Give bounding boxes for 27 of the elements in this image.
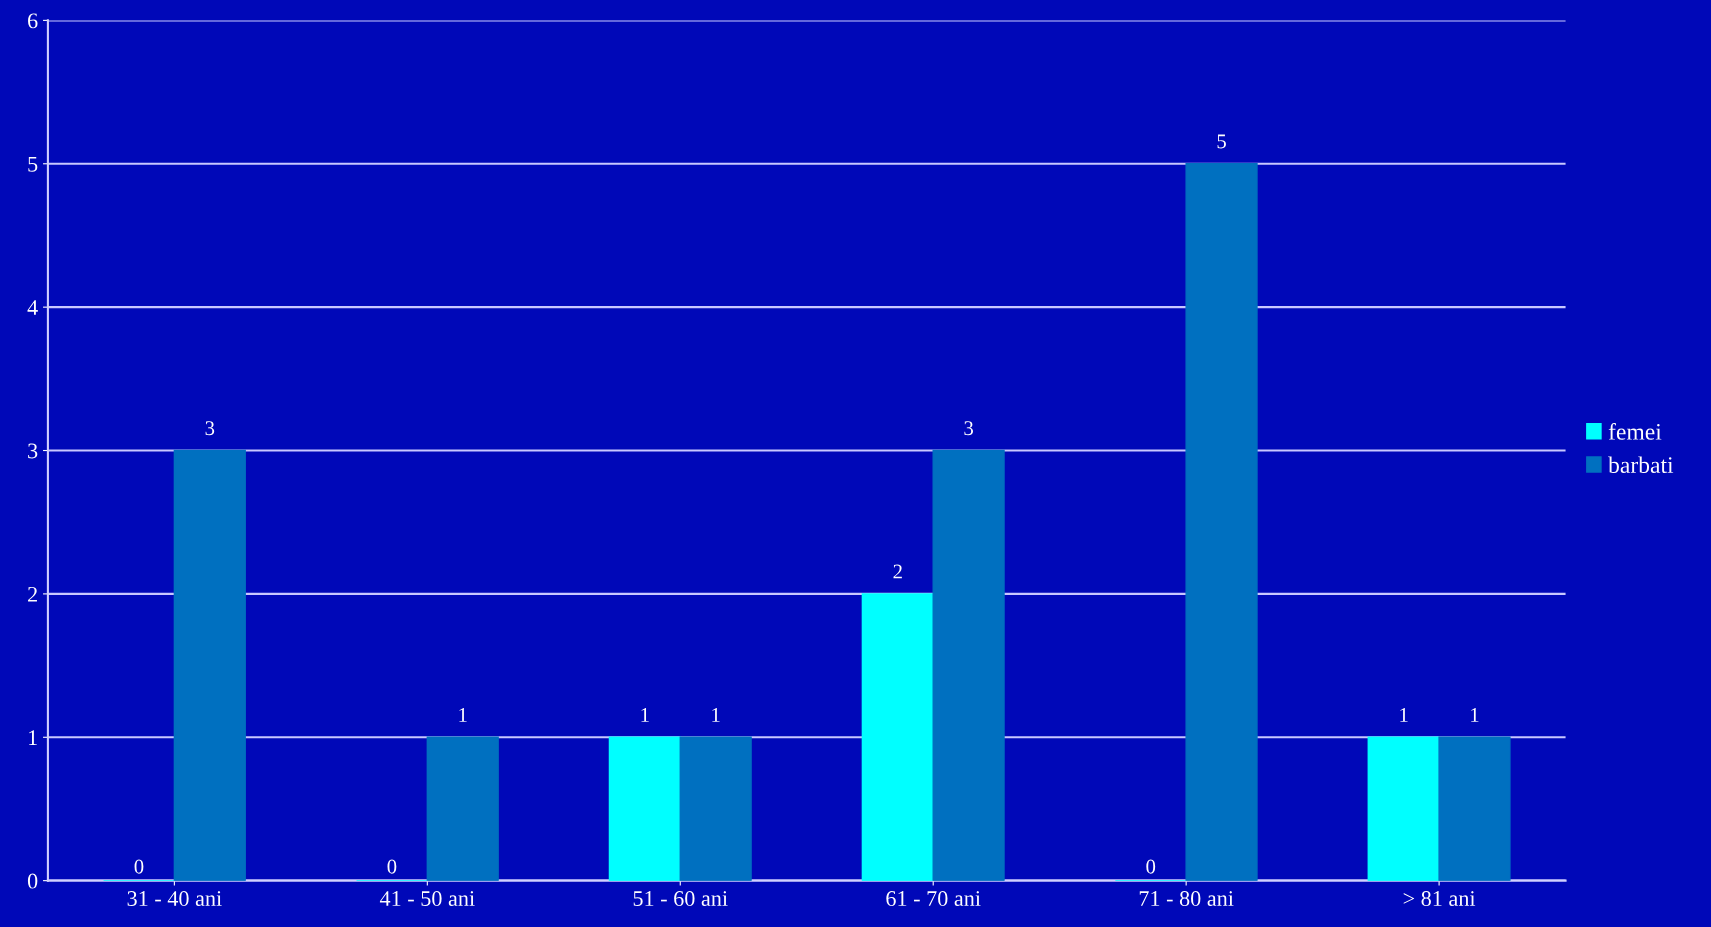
data-label: 1: [641, 707, 649, 722]
legend-label: barbati: [1608, 456, 1674, 474]
data-label: 1: [1400, 707, 1408, 722]
data-label: 5: [1217, 134, 1226, 149]
y-tick-label: 6: [28, 13, 38, 29]
y-tick-label: 4: [27, 300, 38, 315]
data-label: 0: [134, 859, 144, 874]
data-label: 3: [205, 421, 215, 436]
y-tick-label: 3: [28, 443, 38, 459]
y-tick-label: 5: [28, 156, 38, 172]
x-tick-label: > 81 ani: [1403, 891, 1476, 907]
data-label: 1: [459, 707, 467, 722]
legend-label: femei: [1608, 422, 1662, 440]
x-tick-label: 41 - 50 ani: [379, 891, 475, 907]
x-tick-label: 31 - 40 ani: [127, 891, 222, 907]
data-label: 0: [387, 859, 397, 874]
data-label: 3: [964, 421, 974, 436]
x-tick-label: 61 - 70 ani: [886, 891, 981, 907]
y-tick-label: 2: [28, 586, 37, 602]
y-tick-label: 0: [27, 873, 38, 889]
y-tick-label: 1: [29, 730, 37, 745]
data-label: 0: [1146, 859, 1156, 874]
data-label: 1: [712, 707, 720, 722]
data-label: 1: [1471, 707, 1479, 722]
x-tick-label: 51 - 60 ani: [633, 891, 728, 907]
data-label: 2: [893, 564, 902, 579]
x-tick-label: 71 - 80 ani: [1139, 891, 1234, 907]
